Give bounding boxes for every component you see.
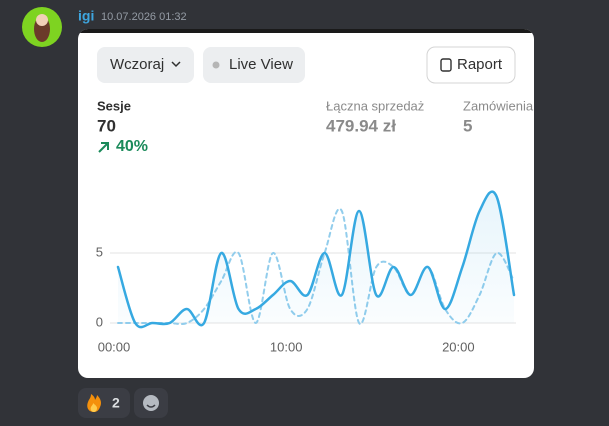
fire-emoji-core — [90, 403, 97, 412]
timestamp: 10.07.2026 01:32 — [101, 11, 187, 23]
live-view-button[interactable] — [203, 47, 305, 83]
date-filter[interactable] — [97, 47, 194, 83]
x-tick-label: 10:00 — [270, 339, 303, 354]
metric-value: 70 — [97, 116, 116, 135]
reaction[interactable] — [78, 388, 130, 418]
metric-value: 5 — [463, 116, 472, 135]
trend-arrow — [98, 142, 109, 153]
report-icon — [440, 58, 452, 72]
report-label: Raport — [457, 56, 503, 73]
x-tick-label: 00:00 — [98, 339, 131, 354]
status-dot — [212, 61, 220, 69]
report-button[interactable] — [426, 46, 516, 84]
author[interactable]: igi — [78, 8, 94, 24]
date-filter-label: Wczoraj — [110, 56, 164, 73]
area — [118, 191, 514, 328]
smile-icon — [143, 395, 159, 411]
reaction-count: 2 — [112, 395, 120, 411]
x-tick-label: 20:00 — [442, 339, 475, 354]
metric-label: Łączna sprzedaż — [326, 98, 424, 113]
chart: 0 5 00:00 10:00 20:00 — [96, 190, 516, 354]
metric-label: Sesje — [97, 98, 131, 113]
screenshot-card[interactable]: Wczoraj Live View Raport Sesje 70 40% Łą… — [78, 29, 534, 378]
fire-emoji — [87, 394, 101, 412]
chevron — [171, 61, 181, 68]
metric-change: 40% — [116, 138, 148, 155]
metric-value: 479.94 zł — [326, 116, 396, 135]
metric-label: Zamówienia — [463, 98, 534, 113]
y-tick-label: 0 — [96, 314, 103, 329]
line — [116, 190, 516, 329]
avatar[interactable] — [22, 7, 62, 47]
live-view-label: Live View — [229, 56, 293, 73]
smile-mouth — [146, 404, 156, 408]
y-tick-label: 5 — [96, 244, 103, 259]
